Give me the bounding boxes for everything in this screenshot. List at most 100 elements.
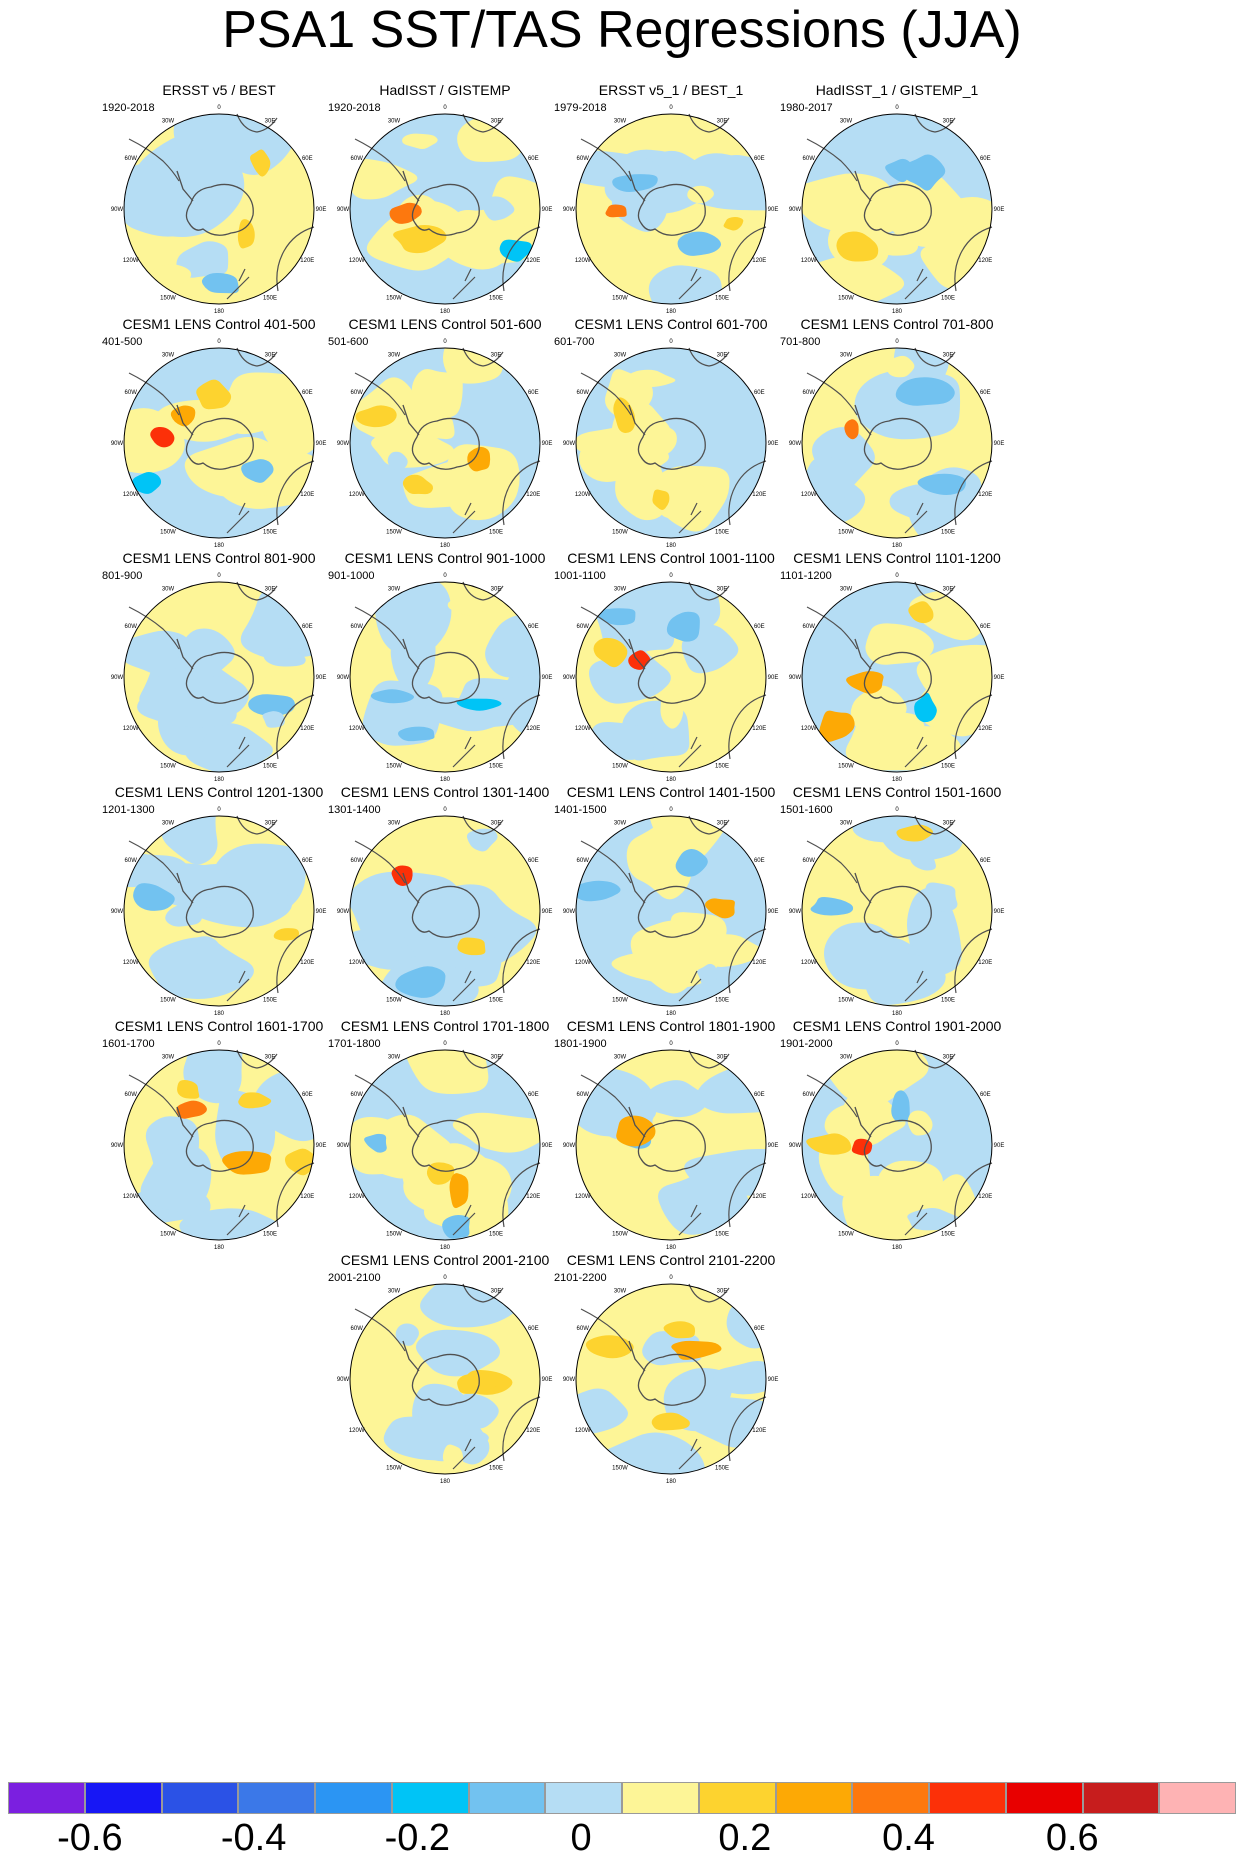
anomaly-core [865, 233, 919, 256]
antarctica-coastline [411, 885, 480, 938]
anomaly-patch [576, 1388, 628, 1437]
new-zealand-coastline [452, 970, 476, 1002]
longitude-label: 120W [575, 726, 591, 732]
new-zealand-coastline [226, 268, 250, 300]
panel-title: CESM1 LENS Control 1501-1600 [792, 784, 1002, 800]
map-border [575, 1283, 767, 1475]
longitude-label: 90E [316, 675, 327, 681]
colorbar-box [468, 1782, 546, 1814]
longitude-label: 120E [978, 1194, 992, 1200]
peninsula-coastline [628, 638, 646, 670]
longitude-label: 30E [943, 821, 954, 827]
anomaly-patch [630, 920, 700, 994]
longitude-label: 90W [337, 207, 350, 213]
anomaly-core [241, 459, 274, 483]
panel-title: CESM1 LENS Control 801-900 [122, 550, 316, 566]
australia-coastline [502, 1162, 541, 1228]
longitude-label: 90E [994, 1143, 1005, 1149]
longitude-label: 120E [526, 1194, 540, 1200]
anomaly-core [248, 694, 295, 716]
anomaly-core [402, 133, 438, 150]
longitude-label: 60W [125, 624, 138, 630]
new-zealand-coastline [452, 502, 476, 534]
polar-map: 0 30E 60E 90E 120E 150E 180 150W 120W 90W 60W 30W [337, 573, 553, 783]
longitude-label: 60E [980, 390, 991, 396]
colorbar-tick-label: -0.6 [57, 1817, 123, 1859]
polar-map: 0 30E 60E 90E 120E 150E 180 150W 120W 90W 60W 30W [111, 807, 327, 1017]
longitude-label: 0 [895, 339, 899, 345]
longitude-label: 0 [443, 1275, 447, 1281]
map-panel: CESM1 LENS Control 1601-1700 1601-1700 0 30… [88, 1018, 350, 1288]
colorbar-tick-label: -0.4 [220, 1817, 287, 1859]
anomaly-core [819, 710, 855, 742]
anomaly-core [902, 154, 946, 191]
longitude-label: 120W [123, 1194, 139, 1200]
anomaly-patch [879, 172, 971, 247]
anomaly-core [652, 489, 670, 510]
longitude-label: 30E [491, 1055, 502, 1061]
colorbar-box [698, 1782, 776, 1814]
longitude-label: 30E [943, 353, 954, 359]
panel-period: 1001-1100 [554, 570, 606, 582]
antarctica-coastline [185, 885, 254, 938]
anomaly-core [704, 898, 735, 919]
longitude-label: 30W [840, 821, 853, 827]
polar-map: 0 30E 60E 90E 120E 150E 180 150W 120W 90W 60W 30W [337, 1041, 553, 1251]
longitude-label: 60E [528, 624, 539, 630]
south-america-coastline [580, 138, 632, 182]
australia-coastline [276, 1162, 315, 1228]
colorbar-tick-label: 0.4 [882, 1817, 935, 1859]
longitude-label: 120W [575, 258, 591, 264]
longitude-label: 150W [386, 1465, 402, 1471]
africa-coastline [236, 1049, 278, 1069]
south-america-coastline [354, 138, 406, 182]
map-border [123, 113, 315, 305]
anomaly-patch [140, 1143, 212, 1212]
colorbar-tick-label: -0.2 [384, 1817, 451, 1859]
anomaly-patch [453, 1393, 499, 1429]
longitude-label: 0 [669, 1275, 673, 1281]
panel-title: CESM1 LENS Control 901-1000 [344, 550, 546, 566]
longitude-label: 180 [214, 1011, 225, 1017]
longitude-label: 90W [789, 1143, 802, 1149]
anomaly-patch [177, 628, 235, 679]
antarctica-coastline [637, 1353, 706, 1406]
anomaly-core [467, 446, 491, 472]
anomaly-core [237, 219, 255, 249]
anomaly-core [201, 272, 239, 294]
longitude-label: 150W [160, 1231, 176, 1237]
anomaly-core [402, 474, 434, 495]
longitude-label: 150W [838, 295, 854, 301]
panel-period: 901-1000 [328, 570, 375, 582]
longitude-label: 60W [351, 858, 364, 864]
peninsula-coastline [628, 1106, 646, 1138]
anomaly-core [147, 264, 192, 285]
longitude-label: 90E [994, 441, 1005, 447]
longitude-label: 0 [669, 105, 673, 111]
longitude-label: 120W [575, 1194, 591, 1200]
panel-period: 1901-2000 [780, 1038, 833, 1050]
longitude-label: 120W [349, 492, 365, 498]
anomaly-patch [176, 241, 229, 278]
africa-coastline [462, 113, 504, 133]
map-border [123, 1049, 315, 1241]
map-border [349, 1049, 541, 1241]
peninsula-coastline [402, 1340, 420, 1372]
longitude-label: 60W [577, 1326, 590, 1332]
panel-period: 1920-2018 [328, 102, 381, 114]
anomaly-patch [865, 953, 946, 1005]
longitude-label: 180 [214, 777, 225, 783]
colorbar-box [161, 1782, 239, 1814]
longitude-label: 90W [563, 675, 576, 681]
south-america-coastline [580, 1308, 632, 1352]
anomaly-core [238, 1092, 272, 1109]
longitude-label: 120W [123, 960, 139, 966]
south-america-coastline [128, 606, 180, 650]
colorbar-box [622, 1782, 699, 1814]
map-panel: CESM1 LENS Control 1201-1300 1201-1300 0 30… [88, 784, 350, 1054]
anomaly-patch [865, 623, 934, 665]
new-zealand-coastline [452, 1204, 476, 1236]
longitude-label: 120W [349, 1428, 365, 1434]
longitude-label: 30W [388, 353, 401, 359]
australia-coastline [954, 226, 993, 292]
